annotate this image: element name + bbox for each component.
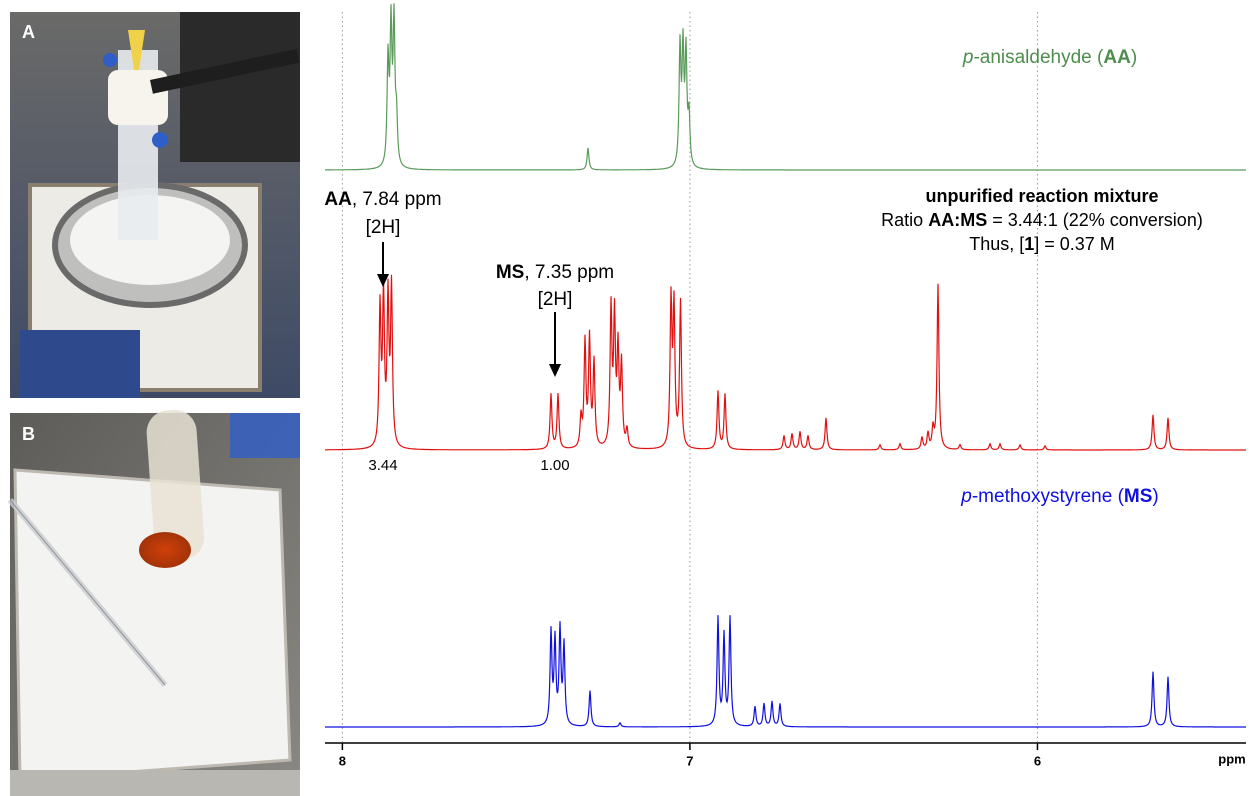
label-part: -methoxystyrene ( <box>972 486 1125 507</box>
label-part: , 7.84 ppm <box>352 189 442 210</box>
ms-proton-count: [2H] <box>538 289 573 310</box>
label-part: Thus, [ <box>969 234 1024 254</box>
ratio-text: Ratio AA:MS = 3.44:1 (22% conversion) <box>881 210 1203 230</box>
aa-peak-label: AA, 7.84 ppm <box>324 189 441 210</box>
label-part: p <box>962 47 974 68</box>
label-part: , 7.35 ppm <box>524 262 614 283</box>
aa-label: p-anisaldehyde (AA) <box>962 47 1137 68</box>
nmr-spectrum <box>325 3 1246 171</box>
nmr-spectrum <box>325 274 1246 451</box>
label-part: = 3.44:1 (22% conversion) <box>987 210 1203 230</box>
integral: 1.00 <box>540 457 569 474</box>
ppm-axis: ppm 8 7 6 <box>325 12 1246 768</box>
label-part: ) <box>1152 486 1158 507</box>
ms-peak-label: MS, 7.35 ppm <box>496 262 614 283</box>
label-part: -anisaldehyde ( <box>973 47 1104 68</box>
arrow-head <box>377 274 389 287</box>
x-tick-label: 8 <box>339 753 346 768</box>
label-part: MS <box>496 262 525 283</box>
label-part: MS <box>1124 486 1153 507</box>
integral: 3.44 <box>368 457 397 474</box>
label-part: AA:MS <box>928 210 987 230</box>
label-part: ] = 0.37 M <box>1034 234 1115 254</box>
photo-b: B <box>7 409 300 796</box>
x-tick-label: 7 <box>686 753 693 768</box>
concentration-text: Thus, [1] = 0.37 M <box>969 234 1115 254</box>
label-part: Ratio <box>881 210 928 230</box>
label-part: ) <box>1131 47 1137 68</box>
label-part: 1 <box>1024 234 1034 254</box>
nmr-spectrum <box>325 615 1246 728</box>
mixture-title: unpurified reaction mixture <box>925 186 1158 206</box>
aa-proton-count: [2H] <box>366 217 401 238</box>
axis-unit: ppm <box>1218 751 1245 766</box>
x-tick-label: 6 <box>1034 753 1041 768</box>
label-part: AA <box>1103 47 1131 68</box>
panel-label: B <box>22 424 35 444</box>
ms-label: p-methoxystyrene (MS) <box>960 486 1158 507</box>
panel-label: A <box>22 22 35 42</box>
label-part: p <box>960 486 972 507</box>
label-part: AA <box>324 189 352 210</box>
photo-a: A <box>10 12 300 398</box>
arrow-head <box>549 364 561 377</box>
